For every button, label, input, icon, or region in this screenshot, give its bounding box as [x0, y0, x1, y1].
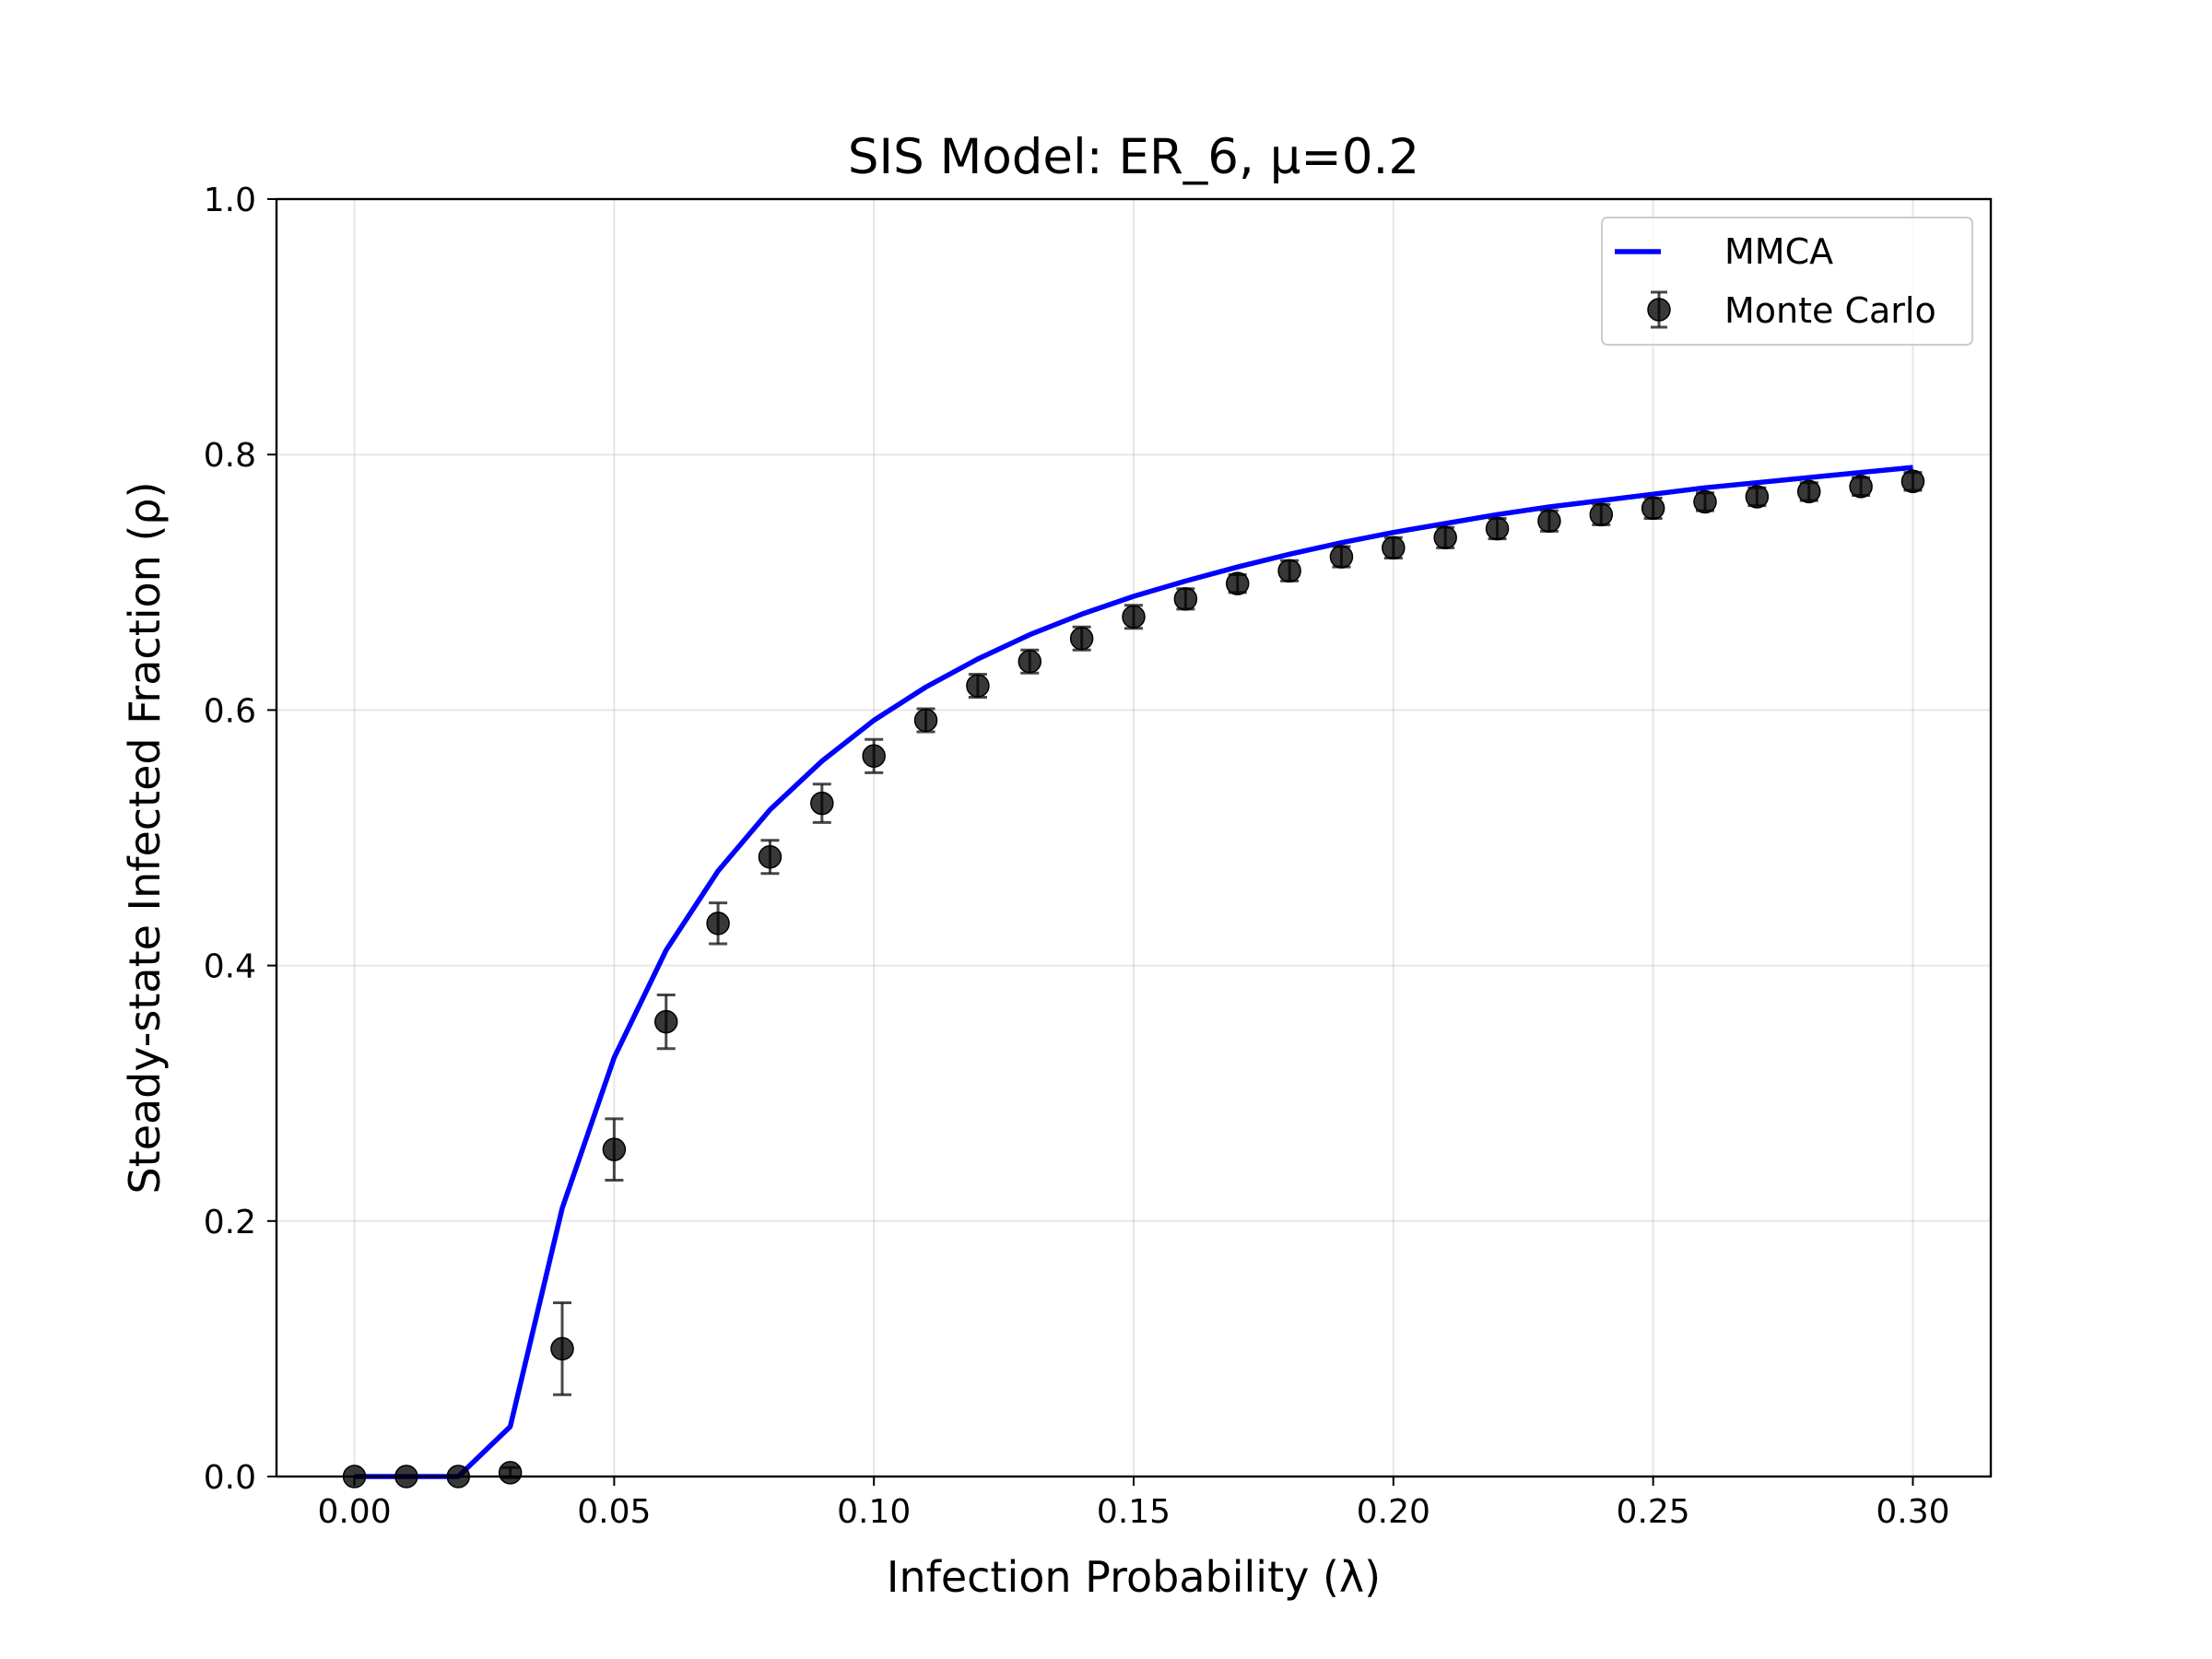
monte-carlo-point: [550, 1301, 574, 1396]
monte-carlo-point: [758, 839, 782, 876]
monte-carlo-marker: [498, 1461, 523, 1485]
monte-carlo-marker: [913, 708, 938, 733]
y-tick-label: 0.2: [204, 1204, 256, 1241]
x-tick-label: 0.25: [1617, 1493, 1690, 1531]
monte-carlo-marker: [1589, 502, 1614, 527]
mmca-line: [354, 465, 1913, 1479]
series-layer: [342, 465, 1925, 1488]
y-tick-label: 0.8: [204, 437, 256, 475]
legend-box: [1601, 217, 1973, 346]
legend-mc-label: Monte Carlo: [1724, 290, 1936, 331]
x-tick-label: 0.10: [837, 1493, 911, 1531]
monte-carlo-point: [1745, 485, 1770, 509]
x-tick-label: 0.05: [577, 1493, 651, 1531]
monte-carlo-point: [1329, 545, 1354, 569]
monte-carlo-point: [1018, 648, 1042, 675]
monte-carlo-point: [1900, 469, 1925, 494]
monte-carlo-marker: [1745, 485, 1770, 509]
monte-carlo-point: [1537, 509, 1561, 534]
monte-carlo-point: [1849, 475, 1873, 499]
monte-carlo-point: [862, 737, 886, 774]
monte-carlo-marker: [1796, 479, 1821, 504]
monte-carlo-point: [1069, 625, 1094, 652]
monte-carlo-marker: [1382, 535, 1406, 560]
monte-carlo-marker: [1122, 605, 1146, 629]
monte-carlo-marker: [966, 674, 990, 698]
monte-carlo-marker: [1018, 649, 1042, 674]
y-tick-label: 0.6: [204, 692, 256, 730]
monte-carlo-marker: [706, 912, 730, 935]
monte-carlo-point: [706, 901, 730, 946]
x-tick-label: 0.00: [317, 1493, 391, 1531]
monte-carlo-point: [1693, 489, 1717, 514]
monte-carlo-point: [602, 1117, 627, 1182]
monte-carlo-point: [1382, 535, 1406, 560]
monte-carlo-marker: [653, 1009, 678, 1034]
monte-carlo-marker: [602, 1137, 627, 1161]
x-tick-label: 0.20: [1357, 1493, 1430, 1531]
monte-carlo-point: [810, 782, 834, 824]
monte-carlo-point: [1277, 559, 1301, 583]
monte-carlo-marker: [1537, 509, 1561, 534]
monte-carlo-marker: [1069, 627, 1094, 651]
monte-carlo-marker: [1900, 469, 1925, 494]
x-tick-label: 0.15: [1097, 1493, 1171, 1531]
x-axis-label: Infection Probability (λ): [887, 1552, 1381, 1602]
y-tick-label: 0.4: [204, 948, 256, 986]
monte-carlo-point: [1433, 525, 1457, 550]
monte-carlo-marker: [810, 791, 834, 816]
monte-carlo-point: [1173, 587, 1198, 611]
monte-carlo-point: [1641, 496, 1665, 521]
monte-carlo-point: [1122, 604, 1146, 630]
monte-carlo-point: [1589, 502, 1614, 527]
monte-carlo-point: [913, 707, 938, 734]
x-tick-label: 0.30: [1876, 1493, 1949, 1531]
axis-ticks: 0.00 0.05 0.10 0.15 0.20 0.25 0.30 0.0 0.2 0.4 0.6…: [204, 182, 1950, 1531]
monte-carlo-marker: [758, 845, 782, 869]
monte-carlo-point: [498, 1461, 523, 1485]
monte-carlo-point: [653, 993, 678, 1051]
monte-carlo-marker: [1485, 516, 1510, 541]
monte-carlo-marker: [1225, 571, 1250, 595]
monte-carlo-point: [1796, 479, 1821, 504]
y-tick-label: 0.0: [204, 1459, 256, 1497]
monte-carlo-point: [1485, 516, 1510, 541]
monte-carlo-marker: [1641, 496, 1665, 521]
monte-carlo-marker: [862, 744, 886, 769]
monte-carlo-marker: [1433, 525, 1457, 550]
y-axis-label: Steady-state Infected Fraction (ρ): [120, 481, 170, 1194]
legend-mmca-label: MMCA: [1724, 231, 1833, 272]
chart-title: SIS Model: ER_6, μ=0.2: [848, 129, 1419, 185]
monte-carlo-marker: [1849, 475, 1873, 499]
monte-carlo-marker: [1173, 587, 1198, 611]
legend-mc-marker-swatch: [1647, 298, 1671, 322]
monte-carlo-marker: [1329, 545, 1354, 569]
y-tick-label: 1.0: [204, 182, 256, 219]
monte-carlo-marker: [1693, 489, 1717, 514]
monte-carlo-marker: [1277, 559, 1301, 583]
monte-carlo-marker: [550, 1336, 574, 1361]
monte-carlo-point: [1225, 571, 1250, 595]
legend: MMCA Monte Carlo: [1601, 217, 1973, 346]
monte-carlo-point: [966, 673, 990, 700]
